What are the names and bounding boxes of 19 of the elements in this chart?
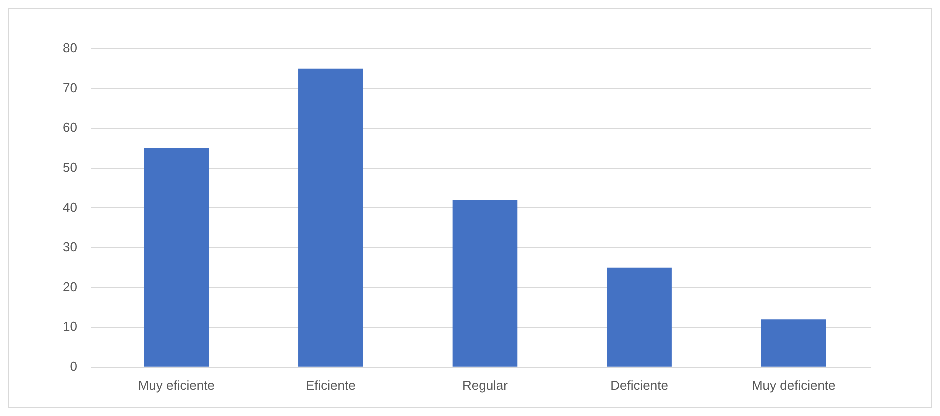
x-tick-label: Muy eficiente [138, 378, 215, 393]
y-tick-label: 30 [62, 240, 78, 255]
x-tick-label: Deficiente [610, 378, 668, 393]
y-tick-label: 20 [62, 279, 78, 294]
y-tick-label: 50 [62, 160, 78, 175]
bar [452, 200, 518, 367]
y-tick-label: 40 [62, 200, 78, 215]
bar [144, 148, 210, 367]
bar [607, 268, 672, 367]
bar [761, 320, 826, 367]
y-tick-label: 10 [62, 319, 78, 334]
x-tick-label: Eficiente [306, 378, 356, 393]
x-tick-label: Muy deficiente [752, 378, 836, 393]
bar [298, 68, 364, 367]
y-tick-label: 0 [70, 358, 78, 374]
x-tick-label: Regular [462, 378, 509, 393]
y-tick-label: 60 [62, 120, 78, 136]
y-tick-label: 70 [62, 80, 78, 96]
y-tick-label: 80 [62, 40, 78, 56]
